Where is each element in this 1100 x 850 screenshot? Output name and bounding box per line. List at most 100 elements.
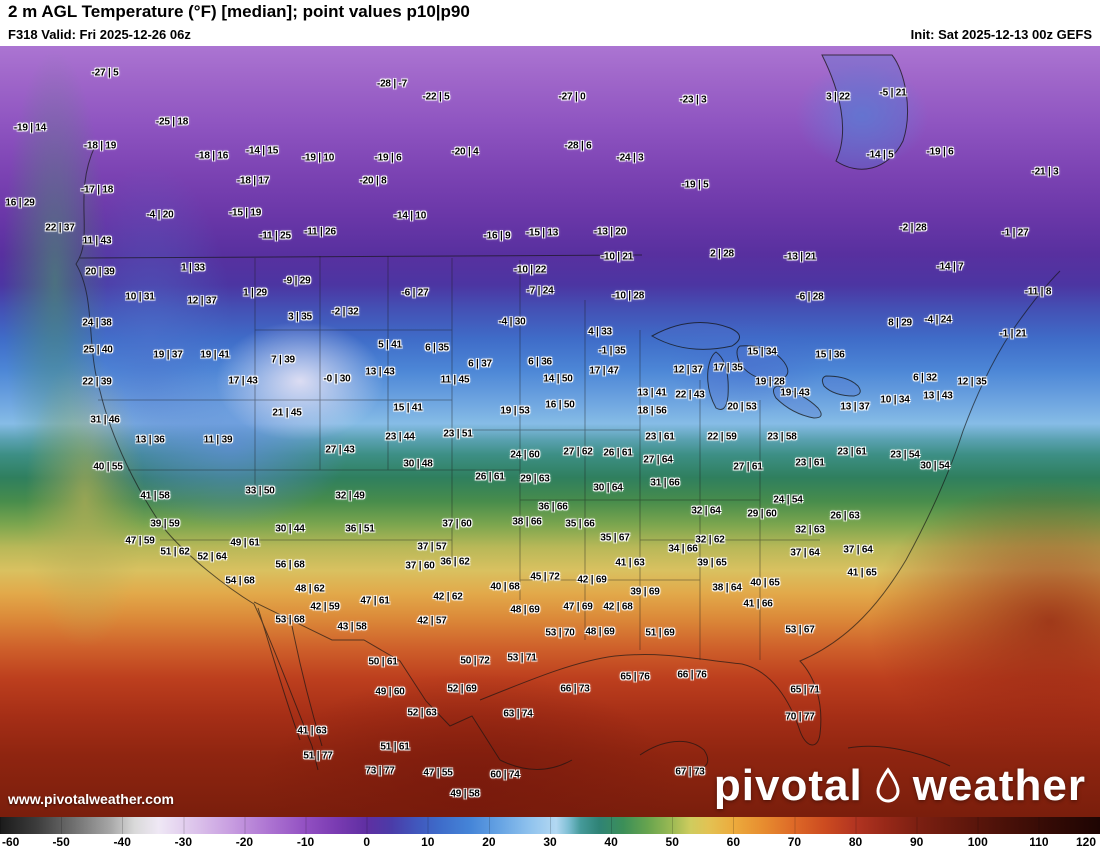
colorbar-tick-label: -10 <box>296 835 315 849</box>
point-value: -10 | 22 <box>513 264 547 276</box>
point-value: 41 | 63 <box>615 557 645 569</box>
point-value: 17 | 35 <box>713 362 743 374</box>
brand-watermark: pivotal weather <box>714 761 1086 811</box>
point-value: 3 | 35 <box>288 311 312 323</box>
point-value: 13 | 37 <box>840 401 870 413</box>
point-value: -1 | 27 <box>1001 227 1029 239</box>
point-value: 2 | 28 <box>710 248 734 260</box>
point-value: 32 | 49 <box>335 490 365 502</box>
point-value: 63 | 74 <box>503 708 533 720</box>
map-title: 2 m AGL Temperature (°F) [median]; point… <box>8 2 470 21</box>
point-value: 4 | 33 <box>588 326 612 338</box>
point-value: -20 | 4 <box>451 146 479 158</box>
point-value: 53 | 70 <box>545 627 575 639</box>
colorbar-tick-label: 100 <box>967 835 988 849</box>
colorbar-tick-label: -50 <box>52 835 70 849</box>
point-value: 50 | 72 <box>460 655 490 667</box>
point-value: 1 | 29 <box>243 287 267 299</box>
colorbar-gradient <box>0 817 1100 834</box>
point-value: 30 | 44 <box>275 523 305 535</box>
point-value: 22 | 39 <box>82 376 112 388</box>
point-value: 38 | 64 <box>712 582 742 594</box>
point-value: -4 | 20 <box>146 209 174 221</box>
point-value: 20 | 39 <box>85 266 115 278</box>
state-borders <box>98 256 820 660</box>
point-value: 18 | 56 <box>637 405 667 417</box>
point-value: 36 | 51 <box>345 523 375 535</box>
point-value: 13 | 43 <box>923 390 953 402</box>
point-value: 24 | 38 <box>82 317 112 329</box>
point-value: -17 | 18 <box>80 184 114 196</box>
point-value: 42 | 69 <box>577 574 607 586</box>
point-value: 43 | 58 <box>337 621 367 633</box>
point-value: -14 | 10 <box>393 210 427 222</box>
point-value: -11 | 26 <box>304 226 336 238</box>
point-value: 53 | 67 <box>785 624 815 636</box>
point-value: 19 | 41 <box>200 349 230 361</box>
point-value: -1 | 21 <box>999 328 1027 340</box>
point-value: 11 | 45 <box>440 374 470 386</box>
point-value: 49 | 61 <box>230 537 260 549</box>
point-value: -28 | -7 <box>376 78 408 90</box>
point-value: 23 | 51 <box>443 428 473 440</box>
point-value: 27 | 64 <box>643 454 673 466</box>
point-value: 53 | 68 <box>275 614 305 626</box>
point-value: 7 | 39 <box>271 354 295 366</box>
colorbar-ticks: -60 -50 -40 -30 -20 -10 0 10 20 30 40 50 60 70 80 90 100… <box>0 834 1100 850</box>
point-value: 42 | 57 <box>417 615 447 627</box>
point-value: 6 | 32 <box>913 372 937 384</box>
point-value: -1 | 35 <box>598 345 626 357</box>
point-value: 13 | 41 <box>637 387 667 399</box>
colorbar-tick-label: 60 <box>726 835 741 849</box>
point-value: 34 | 66 <box>668 543 698 555</box>
point-value: 27 | 61 <box>733 461 763 473</box>
colorbar-tick-label: 20 <box>482 835 496 849</box>
point-value: 29 | 60 <box>747 508 777 520</box>
point-value: -19 | 6 <box>926 146 954 158</box>
point-value: 25 | 40 <box>83 344 113 356</box>
point-value: 1 | 33 <box>181 262 205 274</box>
point-value: -19 | 6 <box>374 152 402 164</box>
point-value: -6 | 27 <box>401 287 429 299</box>
point-value: 17 | 47 <box>589 365 619 377</box>
point-value: 31 | 66 <box>650 477 680 489</box>
point-value: 51 | 61 <box>380 741 410 753</box>
point-value: 66 | 73 <box>560 683 590 695</box>
point-value: 41 | 65 <box>847 567 877 579</box>
point-value: -16 | 9 <box>483 230 511 242</box>
point-value: -21 | 3 <box>1031 166 1059 178</box>
point-value: 6 | 35 <box>425 342 449 354</box>
lakes <box>650 54 908 419</box>
point-value: 35 | 67 <box>600 532 630 544</box>
point-value: 19 | 37 <box>153 349 183 361</box>
point-value: -5 | 21 <box>879 87 907 99</box>
point-value: 37 | 64 <box>843 544 873 556</box>
point-value: 19 | 28 <box>755 376 785 388</box>
point-value: -18 | 16 <box>195 150 229 162</box>
point-value: -10 | 21 <box>600 251 634 263</box>
point-value: 48 | 62 <box>295 583 325 595</box>
point-value: 35 | 66 <box>565 518 595 530</box>
point-value: 56 | 68 <box>275 559 305 571</box>
point-value: 23 | 58 <box>767 431 797 443</box>
point-value: 19 | 53 <box>500 405 530 417</box>
point-value: -13 | 20 <box>593 226 627 238</box>
point-value: -14 | 5 <box>866 149 894 161</box>
point-value: 20 | 53 <box>727 401 757 413</box>
point-value: 48 | 69 <box>585 626 615 638</box>
point-value: -11 | 25 <box>259 230 291 242</box>
colorbar-tick-label: 110 <box>1029 835 1049 849</box>
point-value: 24 | 54 <box>773 494 803 506</box>
point-value: 52 | 63 <box>407 707 437 719</box>
brand-word-weather: weather <box>912 761 1086 810</box>
point-value: 51 | 69 <box>645 627 675 639</box>
point-value: 49 | 58 <box>450 788 480 800</box>
header: 2 m AGL Temperature (°F) [median]; point… <box>0 0 1100 46</box>
point-value: 5 | 41 <box>378 339 402 351</box>
colorbar-tick-label: 30 <box>543 835 557 849</box>
point-value: 14 | 50 <box>543 373 573 385</box>
point-value: -4 | 24 <box>924 314 952 326</box>
point-value: -18 | 17 <box>236 175 270 187</box>
point-value: 70 | 77 <box>785 711 815 723</box>
forecast-valid-time: F318 Valid: Fri 2025-12-26 06z <box>8 27 191 42</box>
